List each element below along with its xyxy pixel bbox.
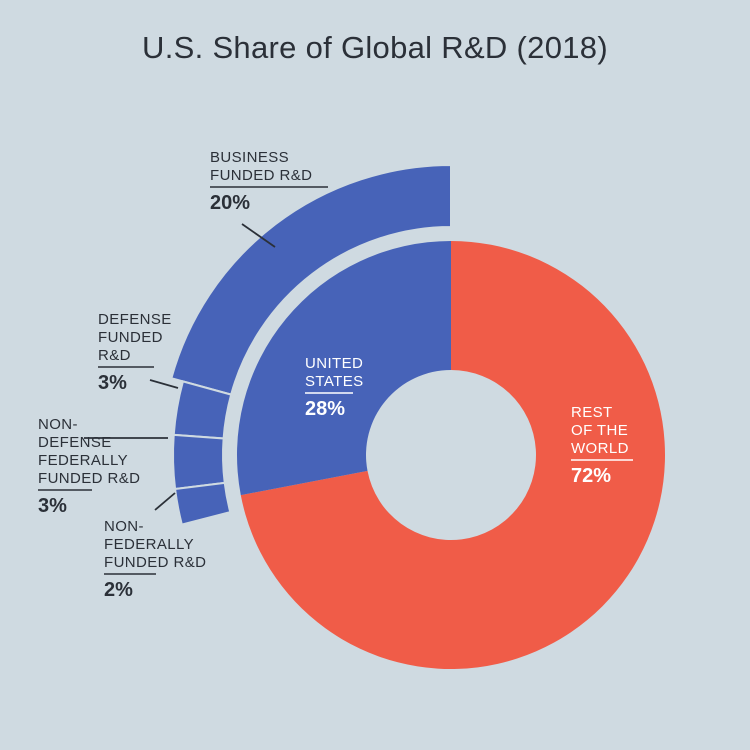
business-funded-pct: 20%: [210, 192, 250, 214]
rest-of-world-pct: 72%: [571, 465, 611, 487]
nonfederal-label-line: FUNDED R&D: [104, 554, 206, 571]
leader-defense: [149, 379, 179, 389]
defense-funded-label-line: R&D: [98, 347, 131, 364]
outer-ring: [170, 163, 452, 526]
business-funded-label-line: FUNDED R&D: [210, 167, 312, 184]
nonfederal-label-line: NON-: [104, 518, 144, 535]
united-states-label-line: STATES: [305, 373, 364, 390]
slice-rest-of-world: [240, 241, 665, 669]
united-states-label-line: UNITED: [305, 355, 363, 372]
business-funded-label-line: BUSINESS: [210, 149, 289, 166]
nondefense-federal-label-line: NON-: [38, 416, 78, 433]
leader-lines: [84, 223, 276, 511]
nondefense-federal-pct: 3%: [38, 495, 67, 517]
nondefense-federal-label-line: FUNDED R&D: [38, 470, 140, 487]
inner-ring: [236, 241, 665, 669]
defense-funded-pct: 3%: [98, 372, 127, 394]
rest-of-world-label-line: OF THE: [571, 422, 628, 439]
rest-of-world-label-line: WORLD: [571, 440, 629, 457]
slice-business-funded: [170, 163, 452, 396]
nondefense-federal-label-line: DEFENSE: [38, 434, 112, 451]
rest-of-world-label-line: REST: [571, 404, 613, 421]
slice-nondefense-federal: [172, 433, 226, 491]
slice-united-states: [236, 241, 451, 496]
slice-defense-funded: [172, 380, 233, 440]
defense-funded-label-line: DEFENSE: [98, 311, 172, 328]
chart-title: U.S. Share of Global R&D (2018): [142, 30, 608, 65]
nonfederal-label-line: FEDERALLY: [104, 536, 194, 553]
nondefense-federal-label-line: FEDERALLY: [38, 452, 128, 469]
leader-nonfederal: [154, 492, 176, 511]
slice-nonfederal: [173, 481, 232, 526]
defense-funded-label-line: FUNDED: [98, 329, 163, 346]
leader-business: [241, 223, 276, 248]
nonfederal-pct: 2%: [104, 579, 133, 601]
united-states-pct: 28%: [305, 398, 345, 420]
